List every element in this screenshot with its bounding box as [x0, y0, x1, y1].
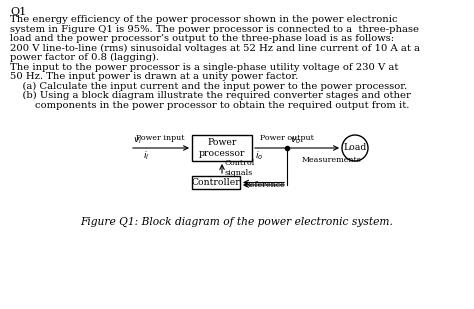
Text: Figure Q1: Block diagram of the power electronic system.: Figure Q1: Block diagram of the power el…: [81, 217, 393, 227]
Text: Controller: Controller: [191, 178, 240, 187]
Bar: [192, 135, 252, 161]
Text: Reference: Reference: [245, 181, 286, 189]
Text: Power output: Power output: [260, 134, 314, 142]
Text: load and the power processor’s output to the three-phase load is as follows:: load and the power processor’s output to…: [10, 34, 394, 43]
Text: Q1: Q1: [10, 7, 26, 17]
Text: Measurements: Measurements: [302, 156, 362, 164]
Text: components in the power processor to obtain the required output from it.: components in the power processor to obt…: [10, 100, 410, 109]
Text: $v_o$: $v_o$: [290, 136, 301, 146]
Text: $v_i$: $v_i$: [133, 136, 142, 146]
Circle shape: [342, 135, 368, 161]
Text: Load: Load: [343, 143, 367, 153]
Text: power factor of 0.8 (lagging).: power factor of 0.8 (lagging).: [10, 53, 159, 62]
Text: Control
signals: Control signals: [225, 159, 255, 177]
Bar: [192, 176, 240, 189]
Text: Power
processor: Power processor: [199, 138, 245, 158]
Text: The input to the power processor is a single-phase utility voltage of 230 V at: The input to the power processor is a si…: [10, 62, 398, 71]
Text: $i_o$: $i_o$: [255, 150, 263, 163]
Text: The energy efficiency of the power processor shown in the power electronic: The energy efficiency of the power proce…: [10, 15, 398, 24]
Text: Power input: Power input: [136, 134, 184, 142]
Text: (a) Calculate the input current and the input power to the power processor.: (a) Calculate the input current and the …: [10, 82, 407, 91]
Text: 50 Hz. The input power is drawn at a unity power factor.: 50 Hz. The input power is drawn at a uni…: [10, 72, 298, 81]
Text: (b) Using a block diagram illustrate the required converter stages and other: (b) Using a block diagram illustrate the…: [10, 91, 411, 100]
Text: $i_i$: $i_i$: [143, 150, 149, 163]
Text: 200 V line-to-line (rms) sinusoidal voltages at 52 Hz and line current of 10 A a: 200 V line-to-line (rms) sinusoidal volt…: [10, 44, 420, 53]
Text: system in Figure Q1 is 95%. The power processor is connected to a  three-phase: system in Figure Q1 is 95%. The power pr…: [10, 24, 419, 33]
